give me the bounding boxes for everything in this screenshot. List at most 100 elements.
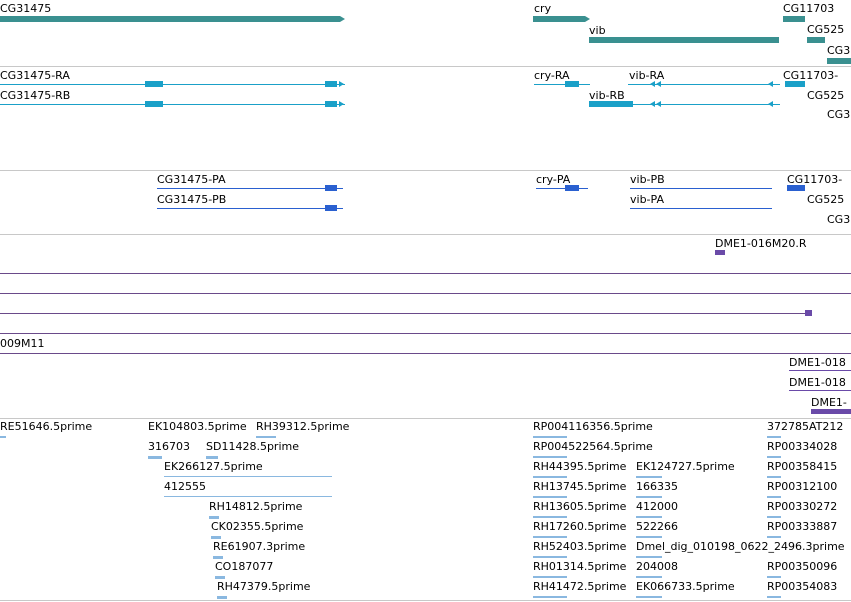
transcript-line[interactable] — [0, 104, 345, 105]
est-line[interactable] — [256, 436, 276, 438]
gene-label[interactable]: CG3 — [827, 44, 851, 57]
gene-bar[interactable] — [533, 16, 585, 22]
est-label[interactable]: RH52403.5prime — [533, 540, 627, 553]
protein-line[interactable] — [630, 188, 772, 189]
est-label[interactable]: RH14812.5prime — [209, 500, 303, 513]
est-label[interactable]: 166335 — [636, 480, 678, 493]
est-label[interactable]: RH41472.5prime — [533, 580, 627, 593]
gene-label[interactable]: vib — [589, 24, 606, 37]
est-line[interactable] — [533, 576, 567, 578]
gene-bar[interactable] — [0, 16, 340, 22]
protein-label[interactable]: CG11703- — [787, 173, 843, 186]
est-label[interactable]: RP00354083 — [767, 580, 838, 593]
est-line[interactable] — [767, 516, 781, 518]
gene-bar[interactable] — [807, 37, 825, 43]
insertion-line[interactable] — [0, 293, 851, 294]
est-line[interactable] — [767, 536, 781, 538]
est-label[interactable]: EK066733.5prime — [636, 580, 735, 593]
est-line[interactable] — [636, 596, 662, 598]
clone-label[interactable]: DME1-018 — [789, 356, 846, 369]
est-label[interactable]: RP00312100 — [767, 480, 838, 493]
est-line[interactable] — [767, 436, 781, 438]
transcript-label[interactable]: cry-RA — [534, 69, 570, 82]
est-label[interactable]: 372785AT212 — [767, 420, 844, 433]
est-label[interactable]: RP004522564.5prime — [533, 440, 653, 453]
transcript-label[interactable]: CG31475-RB — [0, 89, 71, 102]
est-line[interactable] — [217, 596, 227, 599]
est-line[interactable] — [209, 516, 219, 519]
est-label[interactable]: EK266127.5prime — [164, 460, 263, 473]
protein-label[interactable]: CG3 — [827, 213, 851, 226]
est-label[interactable]: RP00358415 — [767, 460, 838, 473]
clone-label[interactable]: DME1- — [811, 396, 847, 409]
clone-marker[interactable] — [805, 310, 812, 316]
transcript-line[interactable] — [0, 84, 345, 85]
transcript-line[interactable] — [628, 84, 780, 85]
est-line[interactable] — [636, 536, 662, 538]
est-label[interactable]: RP00350096 — [767, 560, 838, 573]
est-line[interactable] — [636, 476, 662, 478]
gene-bar[interactable] — [589, 37, 779, 43]
est-label[interactable]: CK02355.5prime — [211, 520, 304, 533]
est-line[interactable] — [767, 576, 781, 578]
est-label[interactable]: RH17260.5prime — [533, 520, 627, 533]
est-label[interactable]: RP00330272 — [767, 500, 838, 513]
insertion-line[interactable] — [0, 333, 851, 334]
est-line[interactable] — [533, 456, 567, 458]
est-line[interactable] — [636, 496, 662, 498]
est-line[interactable] — [215, 576, 225, 579]
est-label[interactable]: EK124727.5prime — [636, 460, 735, 473]
protein-line[interactable] — [157, 188, 343, 189]
est-label[interactable]: 204008 — [636, 560, 678, 573]
gene-bar[interactable] — [827, 58, 851, 64]
est-label[interactable]: RP004116356.5prime — [533, 420, 653, 433]
est-label[interactable]: RH47379.5prime — [217, 580, 311, 593]
est-line[interactable] — [767, 476, 781, 478]
protein-label[interactable]: vib-PB — [630, 173, 665, 186]
est-label[interactable]: 316703 — [148, 440, 190, 453]
est-label[interactable]: RH13745.5prime — [533, 480, 627, 493]
est-line[interactable] — [213, 556, 223, 559]
est-label[interactable]: 522266 — [636, 520, 678, 533]
est-line[interactable] — [767, 596, 781, 598]
clone-marker[interactable] — [789, 370, 851, 371]
est-line[interactable] — [533, 476, 567, 478]
clone-marker[interactable] — [789, 390, 851, 391]
est-line[interactable] — [164, 476, 332, 477]
est-label[interactable]: RP00334028 — [767, 440, 838, 453]
est-line[interactable] — [0, 436, 6, 438]
protein-label[interactable]: CG31475-PB — [157, 193, 227, 206]
est-label[interactable]: CO187077 — [215, 560, 274, 573]
protein-line[interactable] — [630, 208, 772, 209]
clone-marker[interactable] — [811, 409, 851, 414]
insertion-line[interactable] — [0, 353, 851, 354]
transcript-label[interactable]: CG11703- — [783, 69, 839, 82]
transcript-label[interactable]: CG3 — [827, 108, 851, 121]
est-label[interactable]: RH13605.5prime — [533, 500, 627, 513]
clone-label[interactable]: 009M11 — [0, 337, 45, 350]
est-label[interactable]: 412555 — [164, 480, 206, 493]
protein-label[interactable]: vib-PA — [630, 193, 664, 206]
est-line[interactable] — [533, 436, 567, 438]
est-line[interactable] — [211, 536, 221, 539]
est-line[interactable] — [767, 456, 781, 458]
est-line[interactable] — [636, 556, 662, 558]
gene-label[interactable]: cry — [534, 2, 552, 15]
gene-label[interactable]: CG11703 — [783, 2, 835, 15]
insertion-line[interactable] — [0, 313, 806, 314]
est-line[interactable] — [533, 516, 567, 518]
protein-label[interactable]: CG525 — [807, 193, 845, 206]
gene-label[interactable]: CG525 — [807, 23, 845, 36]
est-line[interactable] — [636, 516, 662, 518]
protein-label[interactable]: CG31475-PA — [157, 173, 226, 186]
est-label[interactable]: RH01314.5prime — [533, 560, 627, 573]
est-label[interactable]: 412000 — [636, 500, 678, 513]
transcript-line[interactable] — [589, 104, 780, 105]
est-line[interactable] — [636, 576, 662, 578]
est-line[interactable] — [767, 496, 781, 498]
est-label[interactable]: RH44395.5prime — [533, 460, 627, 473]
est-line[interactable] — [164, 496, 332, 497]
insertion-line[interactable] — [0, 273, 851, 274]
transcript-label[interactable]: vib-RA — [629, 69, 665, 82]
est-label[interactable]: RH39312.5prime — [256, 420, 350, 433]
